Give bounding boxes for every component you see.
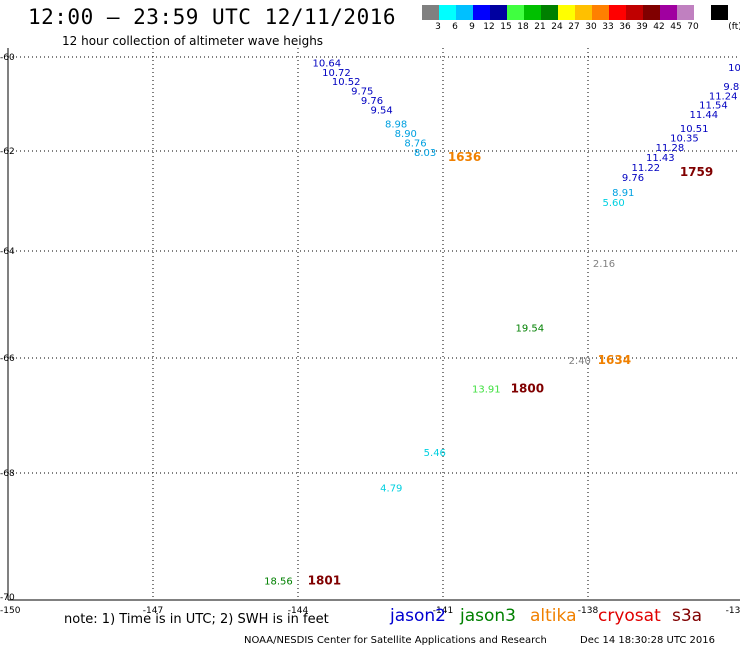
wave-height-label: 19.54: [516, 323, 545, 334]
color-scale-label: 39: [636, 22, 648, 32]
legend-altika: altika: [530, 606, 577, 626]
wave-height-label: 9.54: [371, 105, 393, 116]
color-scale-label: 30: [585, 22, 597, 32]
color-swatch: [541, 5, 558, 20]
color-swatch: [677, 5, 694, 20]
wave-height-label: 11.24: [709, 91, 738, 102]
wave-height-label: 10.35: [670, 134, 699, 145]
color-scale-label: 18: [517, 22, 529, 32]
color-swatch: [626, 5, 643, 20]
wave-height-label: 10.64: [313, 58, 342, 69]
color-scale-label: 70: [687, 22, 699, 32]
color-scale-label: 45: [670, 22, 682, 32]
color-swatch: [592, 5, 609, 20]
color-scale-label: 9: [469, 22, 475, 32]
color-scale-label: 21: [534, 22, 546, 32]
latitude-tick-label: -68: [0, 469, 15, 479]
pass-time-label: 1801: [308, 574, 341, 588]
wave-height-label: 11.43: [646, 153, 675, 164]
wave-height-label: 10.52: [332, 77, 361, 88]
color-swatch: [422, 5, 439, 20]
wave-height-label: 8.03: [414, 148, 436, 159]
legend-jason2: jason2: [390, 606, 446, 626]
map-subtitle: 12 hour collection of altimeter wave hei…: [62, 34, 324, 48]
wave-height-label: 9.75: [351, 87, 373, 98]
wave-height-label: 9.76: [622, 173, 644, 184]
wave-height-label: 4.79: [380, 484, 402, 495]
longitude-tick-label: -147: [143, 606, 163, 616]
color-scale-label: 6: [452, 22, 458, 32]
longitude-tick-label: -138: [578, 606, 599, 616]
longitude-tick-label: -150: [0, 606, 21, 616]
wave-height-label: 9.89: [723, 82, 740, 93]
wave-height-label: 8.91: [612, 188, 634, 199]
legend-jason3: jason3: [460, 606, 516, 626]
color-swatch: [694, 5, 711, 20]
wave-height-label: 10: [728, 63, 740, 74]
color-scale-label: 15: [500, 22, 512, 32]
legend-note: note: 1) Time is in UTC; 2) SWH is in fe…: [64, 612, 329, 627]
color-scale-unit: (ft): [728, 22, 740, 32]
color-swatch: [524, 5, 541, 20]
color-scale-label: 42: [653, 22, 665, 32]
wave-height-label: 5.60: [603, 198, 625, 209]
color-scale-label: 24: [551, 22, 563, 32]
map-title: 12:00 – 23:59 UTC 12/11/2016: [28, 5, 397, 29]
color-scale-label: 36: [619, 22, 631, 32]
wave-height-label: 13.91: [472, 385, 501, 396]
longitude-tick-label: -13: [726, 606, 740, 616]
latitude-tick-label: -60: [0, 53, 15, 63]
legend-s3a: s3a: [672, 606, 703, 626]
wave-height-label: 8.76: [404, 138, 426, 149]
color-scale: [422, 5, 728, 20]
latitude-tick-label: -62: [0, 147, 15, 157]
pass-time-label: 1800: [511, 382, 544, 396]
color-swatch: [711, 5, 728, 20]
pass-time-label: 1636: [448, 150, 481, 164]
wave-height-label: 10.72: [322, 68, 351, 79]
color-scale-label: 12: [483, 22, 495, 32]
latitude-tick-label: -66: [0, 354, 15, 364]
legend-cryosat: cryosat: [598, 606, 661, 626]
wave-height-label: 5.46: [424, 448, 446, 459]
wave-height-label: 11.28: [656, 143, 685, 154]
color-swatch: [456, 5, 473, 20]
wave-height-label: 2.40: [569, 356, 591, 367]
color-scale-label: 27: [568, 22, 580, 32]
color-swatch: [473, 5, 490, 20]
footer-timestamp: Dec 14 18:30:28 UTC 2016: [580, 635, 715, 646]
latitude-tick-label: -64: [0, 247, 15, 257]
color-swatch: [558, 5, 575, 20]
wave-height-label: 18.56: [264, 577, 293, 588]
latitude-tick-label: -70: [0, 593, 15, 603]
footer-credit: NOAA/NESDIS Center for Satellite Applica…: [244, 635, 547, 646]
color-swatch: [439, 5, 456, 20]
color-swatch: [643, 5, 660, 20]
longitude-tick-label: -144: [288, 606, 309, 616]
wave-height-label: 8.98: [385, 120, 407, 131]
wave-height-label: 2.16: [593, 259, 615, 270]
wave-height-label: 10.51: [680, 124, 709, 135]
color-swatch: [609, 5, 626, 20]
pass-time-label: 1634: [598, 353, 631, 367]
wave-height-label: 11.54: [699, 101, 728, 112]
color-scale-label: 33: [602, 22, 614, 32]
color-scale-label: 3: [435, 22, 441, 32]
wave-height-label: 11.44: [690, 110, 719, 121]
pass-time-label: 1759: [680, 165, 713, 179]
longitude-tick-label: -141: [433, 606, 453, 616]
wave-height-label: 9.76: [361, 96, 383, 107]
wave-height-label: 8.90: [395, 129, 417, 140]
color-swatch: [507, 5, 524, 20]
color-swatch: [660, 5, 677, 20]
color-swatch: [490, 5, 507, 20]
wave-height-label: 11.22: [632, 163, 661, 174]
color-swatch: [575, 5, 592, 20]
